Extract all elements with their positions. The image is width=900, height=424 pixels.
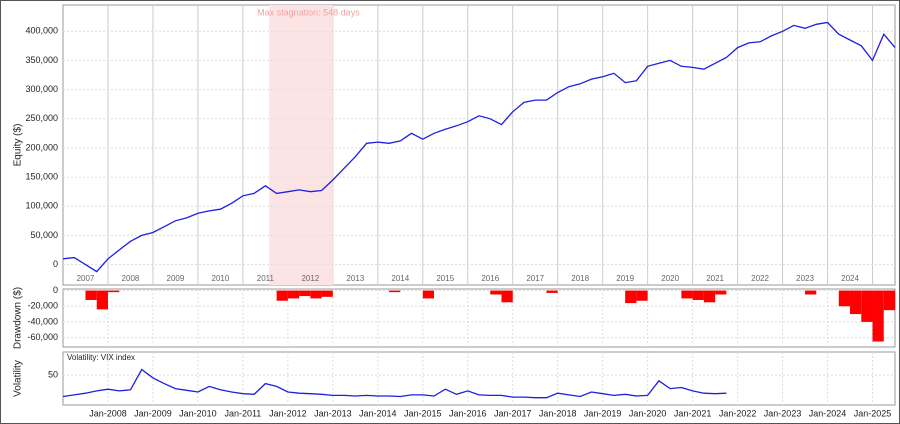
y-tick-label: 50	[48, 369, 58, 379]
x-tick-label: Jan-2015	[404, 408, 442, 418]
drawdown-bar	[310, 290, 322, 299]
drawdown-bar	[546, 290, 558, 293]
year-label: 2021	[706, 274, 724, 283]
drawdown-bar	[850, 290, 862, 315]
series-line	[62, 21, 896, 273]
stagnation-label: Max stagnation: 548 days	[257, 7, 360, 17]
series-line	[62, 368, 727, 399]
drawdown-bar	[838, 290, 851, 307]
year-label: 2022	[751, 274, 769, 283]
x-tick-label: Jan-2009	[134, 408, 172, 418]
x-tick-label: Jan-2011	[224, 408, 261, 418]
drawdown-bar	[636, 290, 648, 301]
x-tick-label: Jan-2013	[314, 408, 352, 418]
drawdown-bar	[861, 290, 873, 322]
x-tick-label: Jan-2021	[674, 408, 712, 418]
x-tick-label: Jan-2017	[494, 408, 532, 418]
plot-area	[62, 4, 896, 286]
drawdown-bar	[287, 290, 300, 299]
y-tick-label: 0	[53, 259, 58, 269]
year-label: 2013	[346, 274, 364, 283]
drawdown-bar	[389, 290, 401, 293]
stagnation-band	[269, 5, 333, 285]
year-label: 2008	[122, 274, 140, 283]
y-tick-label: 200,000	[25, 142, 58, 152]
drawdown-bar	[501, 290, 513, 303]
drawdown-bar	[703, 290, 716, 303]
year-label: 2023	[796, 274, 814, 283]
x-tick-label: Jan-2014	[359, 408, 397, 418]
x-tick-label: Jan-2018	[539, 408, 577, 418]
drawdown-bar	[715, 290, 727, 295]
y-tick-label: 400,000	[25, 26, 58, 36]
drawdown-bar	[681, 290, 693, 299]
drawdown-bar	[490, 290, 502, 295]
drawdown-bar	[872, 290, 884, 342]
year-label: 2011	[257, 274, 275, 283]
year-label: 2020	[661, 274, 679, 283]
x-tick-label: Jan-2024	[809, 408, 847, 418]
x-tick-label: Jan-2010	[179, 408, 217, 418]
x-tick-label: Jan-2023	[764, 408, 802, 418]
drawdown-bar	[276, 290, 288, 301]
y-tick-label: 350,000	[25, 55, 58, 65]
year-label: 2009	[167, 274, 185, 283]
year-label: 2014	[391, 274, 409, 283]
drawdown-bar	[805, 290, 817, 295]
y-tick-label: 250,000	[25, 113, 58, 123]
year-label: 2010	[212, 274, 230, 283]
drawdown-bar	[299, 290, 311, 297]
y-axis-title: Equity ($)	[13, 124, 24, 167]
plot-area	[62, 288, 896, 348]
year-label: 2019	[616, 274, 634, 283]
y-tick-label: 150,000	[25, 171, 58, 181]
y-tick-label: -40,000	[27, 316, 58, 326]
drawdown-bar	[96, 290, 108, 310]
y-axis-title: Drawdown ($)	[13, 287, 24, 349]
x-tick-label: Jan-2016	[449, 408, 487, 418]
drawdown-bar	[883, 290, 895, 311]
plot-area	[62, 351, 896, 406]
x-tick-label: Jan-2019	[584, 408, 622, 418]
x-tick-label: Jan-2020	[629, 408, 667, 418]
y-tick-label: 50,000	[30, 230, 58, 240]
year-label: 2018	[571, 274, 589, 283]
y-tick-label: -20,000	[27, 301, 58, 311]
x-tick-label: Jan-2025	[854, 408, 892, 418]
y-tick-label: -60,000	[27, 332, 58, 342]
year-label: 2007	[77, 274, 95, 283]
drawdown-bar	[692, 290, 704, 300]
drawdown-bar	[625, 290, 637, 304]
y-tick-label: 0	[53, 285, 58, 295]
year-label: 2024	[841, 274, 859, 283]
x-tick-label: Jan-2012	[269, 408, 307, 418]
year-label: 2012	[301, 274, 319, 283]
y-tick-label: 300,000	[25, 84, 58, 94]
year-label: 2015	[436, 274, 454, 283]
x-tick-label: Jan-2008	[89, 408, 127, 418]
drawdown-bar	[107, 290, 120, 293]
series-label: Volatility: VIX index	[67, 353, 135, 362]
year-label: 2016	[481, 274, 499, 283]
drawdown-bar	[422, 290, 435, 299]
y-tick-label: 100,000	[25, 201, 58, 211]
drawdown-bar	[85, 290, 97, 300]
y-axis-title: Volatility	[13, 360, 24, 397]
drawdown-bar	[321, 290, 333, 297]
x-tick-label: Jan-2022	[719, 408, 757, 418]
year-label: 2017	[526, 274, 544, 283]
